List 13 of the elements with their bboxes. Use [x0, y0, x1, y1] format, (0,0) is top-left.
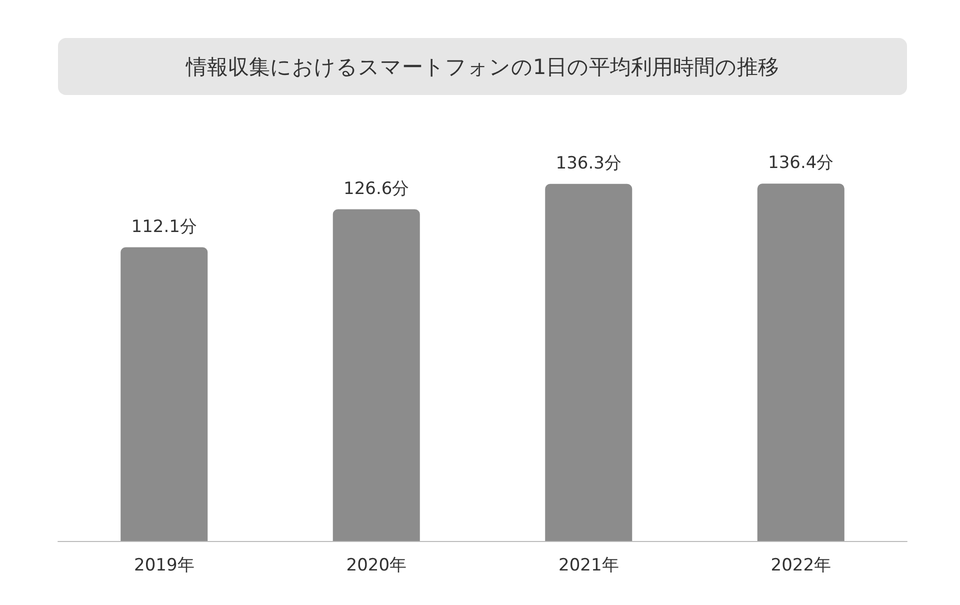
bar: [332, 209, 420, 541]
data-label: 112.1分: [131, 216, 197, 237]
bar: [757, 184, 844, 541]
bar: [120, 247, 208, 541]
data-label: 136.3分: [556, 153, 622, 174]
data-label: 126.6分: [344, 178, 410, 199]
x-tick-label: 2020年: [346, 556, 407, 576]
x-tick-label: 2021年: [558, 556, 619, 576]
chart-title: 情報収集におけるスマートフォンの1日の平均利用時間の推移: [58, 38, 907, 95]
x-tick-label: 2019年: [134, 556, 194, 576]
bar: [545, 184, 632, 541]
x-tick-label: 2022年: [770, 556, 832, 576]
data-label: 136.4分: [768, 153, 834, 174]
